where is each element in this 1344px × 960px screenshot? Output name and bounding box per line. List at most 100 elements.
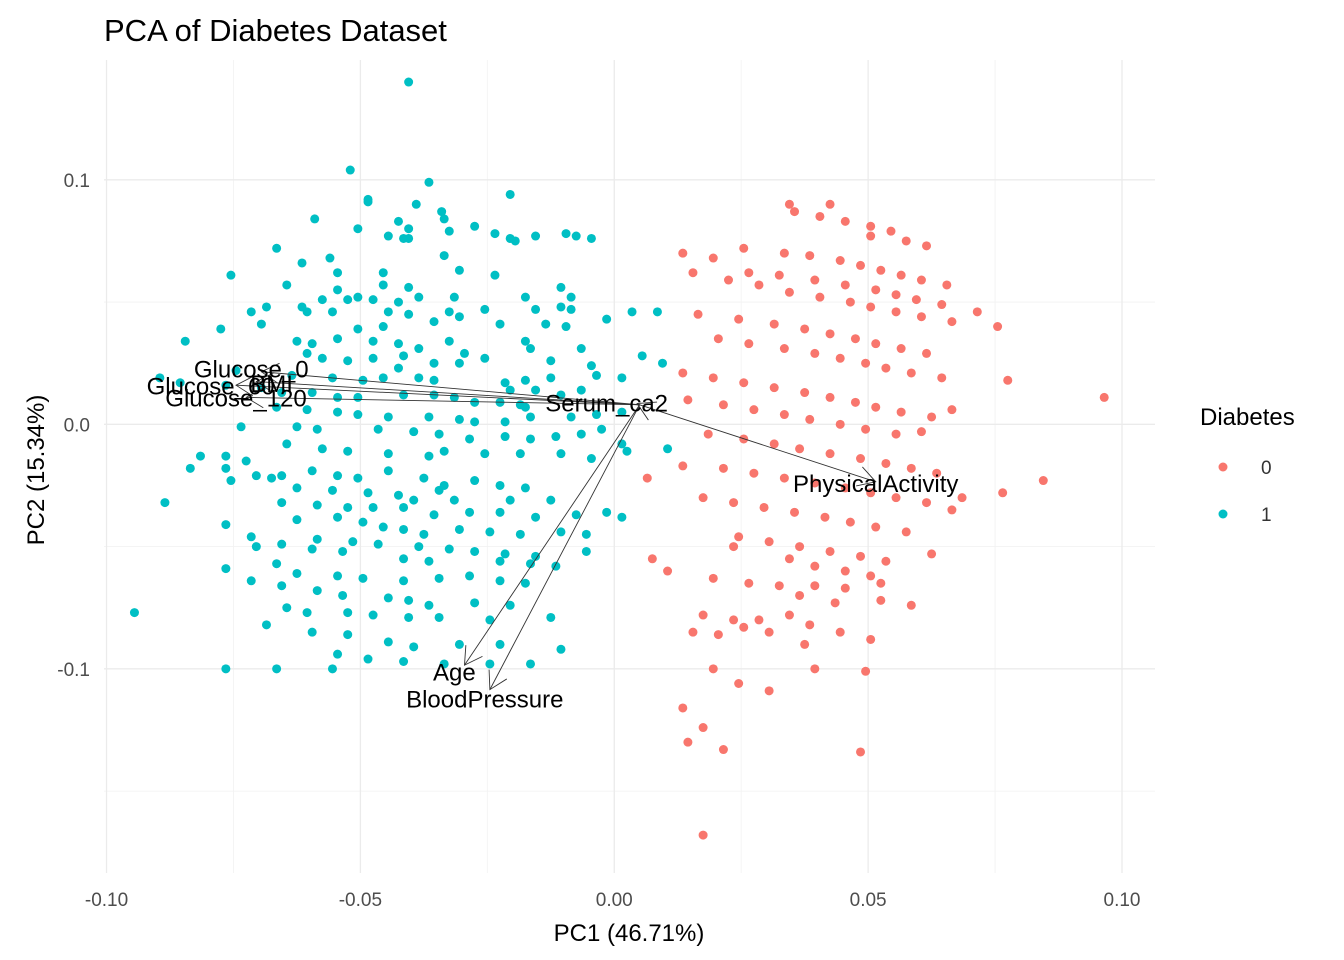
data-point-diabetes-0 xyxy=(922,498,932,508)
data-point-diabetes-0 xyxy=(866,231,876,241)
data-point-diabetes-0 xyxy=(683,737,693,747)
data-point-diabetes-0 xyxy=(764,627,774,637)
data-point-diabetes-0 xyxy=(891,429,901,439)
data-point-diabetes-0 xyxy=(769,439,779,449)
data-point-diabetes-1 xyxy=(368,295,378,305)
data-point-diabetes-1 xyxy=(236,422,246,432)
data-point-diabetes-0 xyxy=(729,498,739,508)
loading-label: BloodPressure xyxy=(406,686,563,713)
data-point-diabetes-1 xyxy=(449,392,459,402)
data-point-diabetes-1 xyxy=(470,546,480,556)
data-point-diabetes-1 xyxy=(454,265,464,275)
loading-arrowhead xyxy=(856,466,877,487)
data-point-diabetes-1 xyxy=(546,612,556,622)
data-point-diabetes-1 xyxy=(500,378,510,388)
data-point-diabetes-0 xyxy=(769,319,779,329)
data-point-diabetes-0 xyxy=(708,373,718,383)
data-point-diabetes-1 xyxy=(302,348,312,358)
data-point-diabetes-1 xyxy=(602,314,612,324)
data-point-diabetes-0 xyxy=(947,317,957,327)
data-point-diabetes-0 xyxy=(698,493,708,503)
data-point-diabetes-0 xyxy=(784,199,794,209)
data-point-diabetes-1 xyxy=(221,564,231,574)
data-point-diabetes-1 xyxy=(343,630,353,640)
data-point-diabetes-0 xyxy=(825,449,835,459)
data-point-diabetes-1 xyxy=(434,485,444,495)
data-point-diabetes-1 xyxy=(495,576,505,586)
data-point-diabetes-0 xyxy=(642,473,652,483)
data-point-diabetes-0 xyxy=(779,344,789,354)
data-point-diabetes-1 xyxy=(287,370,297,380)
data-point-diabetes-1 xyxy=(307,627,317,637)
data-point-diabetes-0 xyxy=(866,571,876,581)
data-point-diabetes-1 xyxy=(404,233,414,243)
data-point-diabetes-0 xyxy=(835,627,845,637)
data-point-diabetes-1 xyxy=(404,282,414,292)
data-point-diabetes-0 xyxy=(800,324,810,334)
data-point-diabetes-0 xyxy=(896,407,906,417)
data-point-diabetes-1 xyxy=(404,595,414,605)
data-point-diabetes-0 xyxy=(876,595,886,605)
data-point-diabetes-1 xyxy=(368,336,378,346)
data-point-diabetes-1 xyxy=(591,410,601,420)
data-point-diabetes-1 xyxy=(505,495,515,505)
data-point-diabetes-0 xyxy=(774,270,784,280)
data-point-diabetes-1 xyxy=(246,532,256,542)
data-point-diabetes-0 xyxy=(856,454,866,464)
x-tick-label: 0.00 xyxy=(596,890,633,911)
data-point-diabetes-0 xyxy=(754,615,764,625)
data-point-diabetes-1 xyxy=(434,573,444,583)
data-point-diabetes-0 xyxy=(744,339,754,349)
data-point-diabetes-0 xyxy=(835,419,845,429)
data-point-diabetes-0 xyxy=(998,488,1008,498)
loading-label: Glucose_120 xyxy=(165,386,306,413)
data-point-diabetes-1 xyxy=(409,642,419,652)
y-tick-label: -0.1 xyxy=(57,660,90,681)
data-point-diabetes-1 xyxy=(383,637,393,647)
data-point-diabetes-1 xyxy=(505,385,515,395)
data-point-diabetes-0 xyxy=(947,505,957,515)
data-point-diabetes-0 xyxy=(784,610,794,620)
data-point-diabetes-1 xyxy=(353,410,363,420)
data-point-diabetes-0 xyxy=(927,549,937,559)
data-point-diabetes-1 xyxy=(378,268,388,278)
data-point-diabetes-0 xyxy=(754,280,764,290)
data-point-diabetes-0 xyxy=(759,502,769,512)
data-point-diabetes-0 xyxy=(927,412,937,422)
data-point-diabetes-1 xyxy=(241,456,251,466)
data-point-diabetes-0 xyxy=(876,578,886,588)
data-point-diabetes-1 xyxy=(399,576,409,586)
data-point-diabetes-0 xyxy=(881,363,891,373)
data-point-diabetes-0 xyxy=(810,275,820,285)
data-point-diabetes-0 xyxy=(698,610,708,620)
data-point-diabetes-1 xyxy=(302,608,312,618)
data-point-diabetes-1 xyxy=(576,344,586,354)
data-point-diabetes-1 xyxy=(282,280,292,290)
data-point-diabetes-0 xyxy=(739,378,749,388)
data-point-diabetes-1 xyxy=(343,608,353,618)
data-point-diabetes-0 xyxy=(891,307,901,317)
data-point-diabetes-0 xyxy=(815,292,825,302)
data-point-diabetes-1 xyxy=(221,664,231,674)
data-point-diabetes-1 xyxy=(399,656,409,666)
data-point-diabetes-1 xyxy=(399,524,409,534)
data-point-diabetes-1 xyxy=(556,302,566,312)
data-point-diabetes-1 xyxy=(363,654,373,664)
data-point-diabetes-1 xyxy=(195,451,205,461)
data-point-diabetes-0 xyxy=(663,566,673,576)
data-point-diabetes-1 xyxy=(312,424,322,434)
data-point-diabetes-1 xyxy=(429,375,439,385)
data-point-diabetes-1 xyxy=(414,373,424,383)
data-point-diabetes-1 xyxy=(383,412,393,422)
data-point-diabetes-0 xyxy=(871,339,881,349)
data-point-diabetes-1 xyxy=(292,568,302,578)
data-point-diabetes-1 xyxy=(617,407,627,417)
loading-arrow xyxy=(256,381,640,406)
data-point-diabetes-1 xyxy=(500,549,510,559)
data-point-diabetes-0 xyxy=(937,373,947,383)
data-point-diabetes-1 xyxy=(383,231,393,241)
data-point-diabetes-1 xyxy=(180,336,190,346)
data-point-diabetes-1 xyxy=(383,307,393,317)
data-point-diabetes-1 xyxy=(353,473,363,483)
data-point-diabetes-1 xyxy=(520,402,530,412)
